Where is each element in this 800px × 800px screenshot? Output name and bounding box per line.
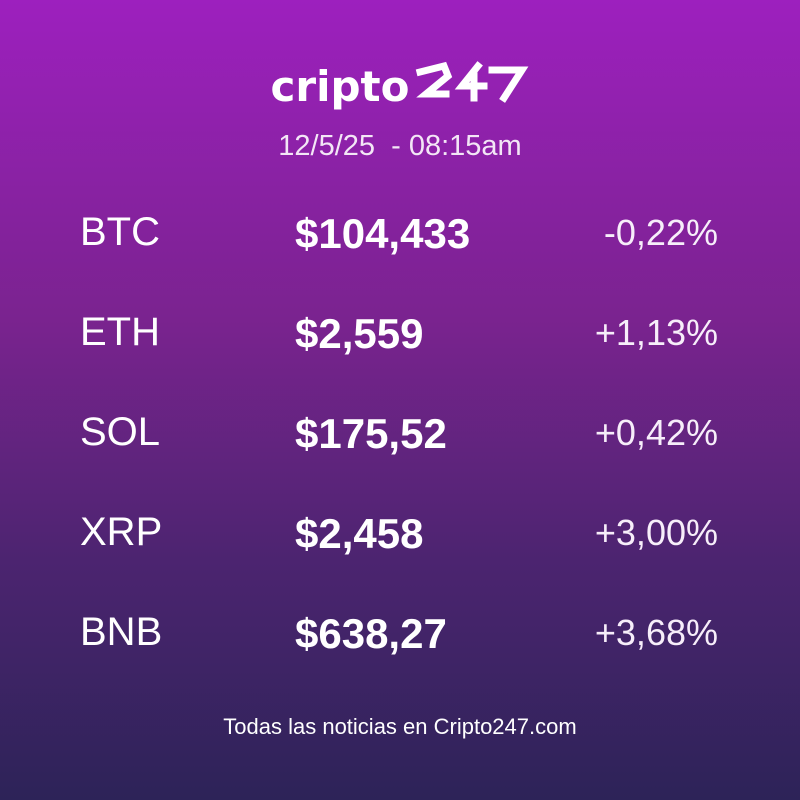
footer-text: Todas las noticias en Cripto247.com [223,714,577,739]
change-percent: +0,42% [594,412,718,453]
brand-logo: cripto [0,60,800,108]
ticker-label: BNB [80,610,163,654]
ticker-label: XRP [80,510,163,554]
price-row-bnb: BNB $638,27 +3,68% [0,610,800,710]
date-time: 12/5/25 - 08:15am [278,130,522,162]
price-list: BTC $104,433 -0,22% ETH $2,559 +1,13% SO… [0,210,800,710]
price-row-sol: SOL $175,52 +0,42% [0,410,800,510]
change-percent: +1,13% [594,312,718,353]
price-value: $104,433 [295,210,471,257]
change-percent: +3,00% [594,512,718,553]
brand-name: cripto [270,62,410,111]
ticker-label: SOL [80,410,161,454]
ticker-label: BTC [80,210,160,254]
price-value: $638,27 [295,610,447,657]
price-value: $2,559 [295,310,424,357]
price-value: $2,458 [295,510,424,557]
brand-247-logo-mark [415,61,528,103]
ticker-label: ETH [80,310,160,354]
change-percent: +3,68% [594,612,718,653]
price-row-eth: ETH $2,559 +1,13% [0,310,800,410]
price-row-btc: BTC $104,433 -0,22% [0,210,800,310]
price-value: $175,52 [295,410,447,457]
change-percent: -0,22% [603,212,718,253]
price-row-xrp: XRP $2,458 +3,00% [0,510,800,610]
